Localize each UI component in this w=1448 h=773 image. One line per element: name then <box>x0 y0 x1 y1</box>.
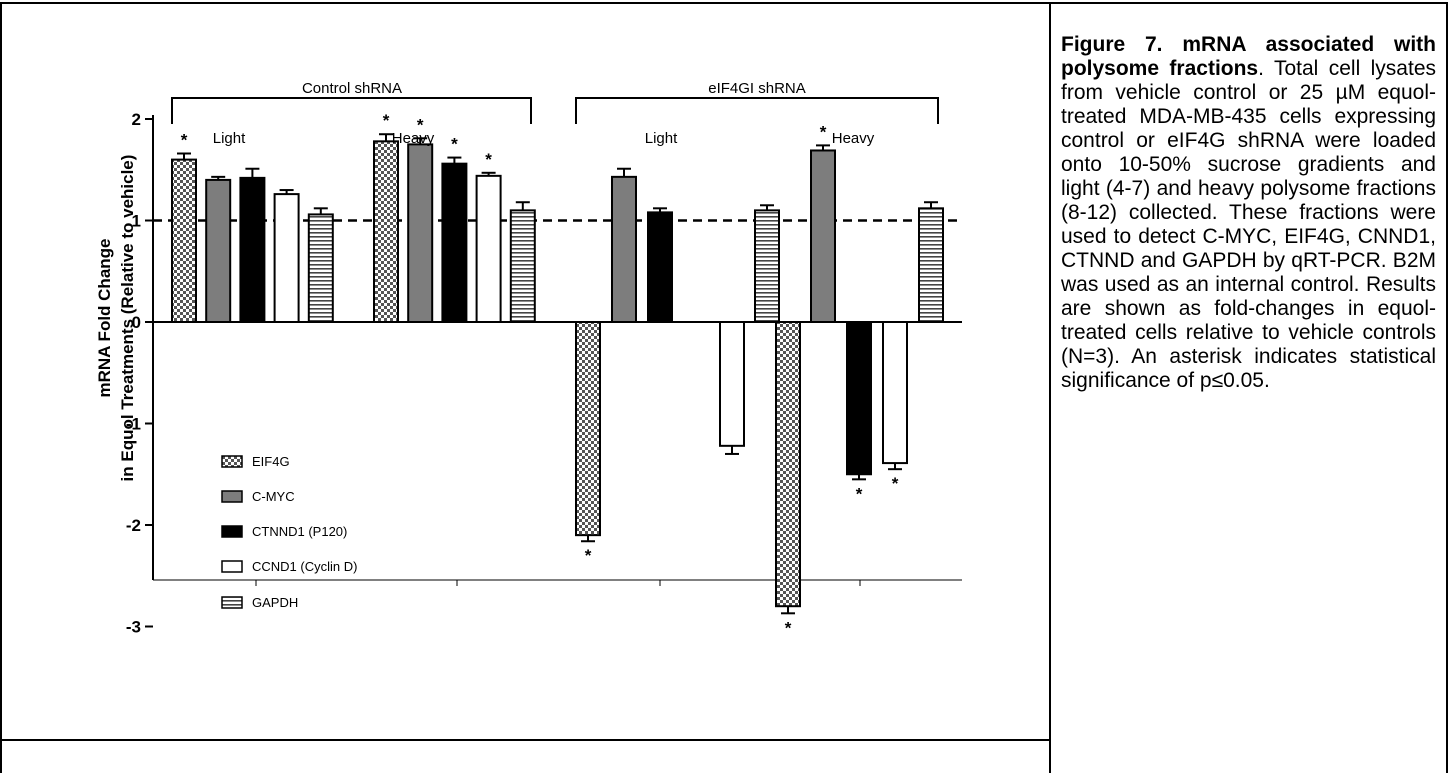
bar <box>441 162 468 323</box>
bar <box>239 176 266 323</box>
y-axis-label-line1: mRNA Fold Change <box>95 239 114 398</box>
significance-asterisk: * <box>451 135 458 154</box>
bar <box>273 193 300 323</box>
significance-asterisk: * <box>820 122 827 141</box>
subgroup-label: Light <box>645 130 678 147</box>
legend: EIF4G C-MYC CTNND1 (P120) CCND1 (Cyclin D) G… <box>221 454 357 610</box>
legend-entry: CCND1 (Cyclin D) <box>252 559 357 574</box>
y-tick-label: -2 <box>126 516 141 535</box>
bar <box>205 178 232 323</box>
legend-entry: EIF4G <box>252 454 290 469</box>
bar <box>475 174 502 323</box>
bar <box>882 321 908 465</box>
significance-asterisk: * <box>856 484 863 503</box>
group-label: eIF4GI shRNA <box>708 80 806 97</box>
y-axis-label-line2: in Equol Treatments (Relative to vehicle… <box>118 155 137 482</box>
bar <box>647 211 673 324</box>
bar <box>307 213 334 323</box>
y-tick-label: -3 <box>126 618 141 637</box>
legend-swatch <box>221 455 243 468</box>
significance-asterisk: * <box>892 474 899 493</box>
legend-entry: CTNND1 (P120) <box>252 524 347 539</box>
bar <box>509 209 536 324</box>
significance-asterisk: * <box>417 115 424 134</box>
legend-swatch <box>221 596 243 609</box>
significance-asterisk: * <box>785 618 792 637</box>
y-tick-label: 2 <box>132 110 141 129</box>
bar <box>846 321 872 476</box>
bar <box>373 140 399 323</box>
y-tick-label: 0 <box>132 313 141 332</box>
subgroup-label: Heavy <box>392 130 435 147</box>
legend-swatch <box>221 525 243 538</box>
bar <box>611 175 637 323</box>
significance-asterisk: * <box>181 131 188 150</box>
subgroup-label: Light <box>213 130 246 147</box>
bar <box>407 143 434 323</box>
caption-label: Figure 7. <box>1061 33 1163 56</box>
legend-entry: C-MYC <box>252 489 295 504</box>
bar <box>775 321 801 608</box>
significance-asterisk: * <box>485 150 492 169</box>
bar <box>918 207 944 324</box>
bar <box>754 209 780 324</box>
group-label: Control shRNA <box>302 80 402 97</box>
figure-caption: Figure 7. mRNA associated with polysome … <box>1061 33 1436 393</box>
bar-chart: -3 -2 -1 0 1 2 mRNA Fold Change in Equol Treatm… <box>95 80 962 637</box>
bar <box>575 321 601 537</box>
y-tick-label: -1 <box>126 415 141 434</box>
legend-entry: GAPDH <box>252 595 298 610</box>
bar <box>719 321 745 447</box>
significance-asterisk: * <box>585 546 592 565</box>
significance-asterisk: * <box>383 111 390 130</box>
legend-swatch <box>221 560 243 573</box>
bar <box>810 149 836 323</box>
group-bracket <box>171 97 532 124</box>
caption-title: mRNA associated with polysome fractions <box>1061 33 1436 80</box>
group-bracket <box>575 97 939 124</box>
y-tick-label: 1 <box>132 212 141 231</box>
bar <box>171 158 197 323</box>
caption-body: . Total cell lysates from vehicle contro… <box>1061 57 1436 392</box>
legend-swatch <box>221 490 243 503</box>
subgroup-label: Heavy <box>832 130 875 147</box>
